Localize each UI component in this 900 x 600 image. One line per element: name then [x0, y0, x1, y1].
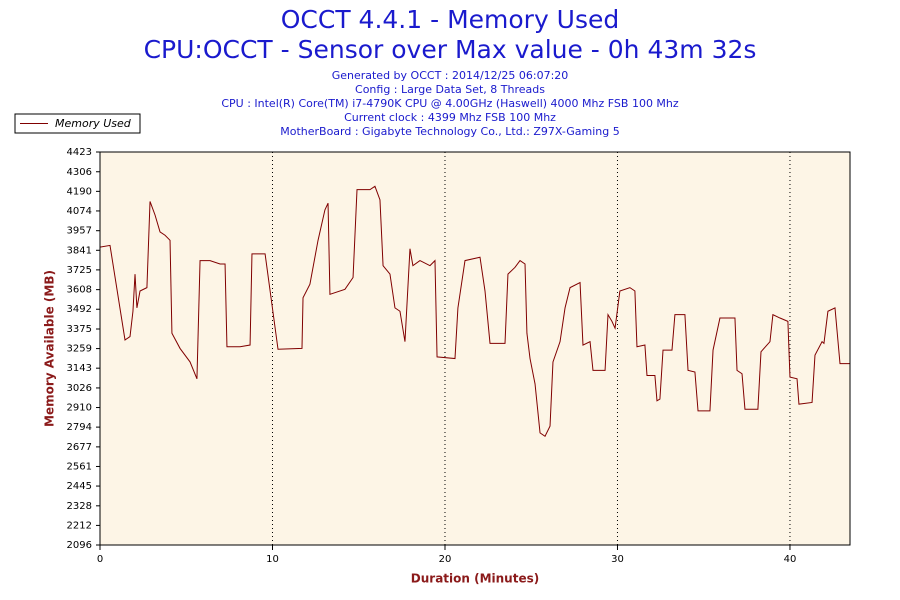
x-axis-label: Duration (Minutes)	[411, 572, 539, 586]
y-tick-label: 3957	[67, 226, 92, 237]
info-line: Current clock : 4399 Mhz FSB 100 Mhz	[344, 111, 556, 124]
y-tick-label: 4306	[67, 167, 92, 178]
y-tick-label: 2096	[67, 540, 92, 551]
info-line: Config : Large Data Set, 8 Threads	[355, 83, 545, 96]
chart-title: OCCT 4.4.1 - Memory Used	[281, 5, 620, 34]
plot-area	[100, 152, 850, 545]
y-tick-label: 4423	[67, 147, 92, 158]
y-tick-label: 3143	[67, 363, 92, 374]
y-tick-label: 2677	[67, 442, 92, 453]
y-tick-label: 4190	[67, 186, 92, 197]
y-tick-label: 3375	[67, 324, 92, 335]
plot-frame	[99, 151, 851, 546]
y-tick-label: 2794	[67, 422, 92, 433]
y-tick-label: 3725	[67, 265, 92, 276]
y-tick-label: 2328	[67, 501, 92, 512]
info-line: Generated by OCCT : 2014/12/25 06:07:20	[332, 69, 569, 82]
y-tick-label: 3608	[67, 285, 92, 296]
y-tick-label: 2212	[67, 520, 92, 531]
series-line	[99, 185, 850, 437]
y-tick-label: 3259	[67, 344, 92, 355]
x-tick-label: 30	[611, 554, 624, 565]
y-tick-label: 4074	[67, 206, 92, 217]
y-tick-label: 3841	[67, 245, 92, 256]
x-tick-label: 40	[784, 554, 797, 565]
y-tick-label: 2910	[67, 403, 92, 414]
y-tick-label: 2445	[67, 481, 92, 492]
y-tick-label: 2561	[67, 461, 92, 472]
x-tick-label: 10	[266, 554, 279, 565]
info-line: CPU : Intel(R) Core(TM) i7-4790K CPU @ 4…	[221, 97, 679, 110]
chart-subtitle: CPU:OCCT - Sensor over Max value - 0h 43…	[144, 35, 757, 64]
y-tick-label: 3492	[67, 304, 92, 315]
legend-label: Memory Used	[55, 117, 132, 130]
y-tick-label: 3026	[67, 383, 92, 394]
x-tick-label: 20	[439, 554, 452, 565]
legend-box	[14, 113, 141, 134]
y-axis-label: Memory Available (MB)	[43, 270, 57, 427]
info-line: MotherBoard : Gigabyte Technology Co., L…	[280, 125, 620, 138]
x-tick-label: 0	[97, 554, 103, 565]
